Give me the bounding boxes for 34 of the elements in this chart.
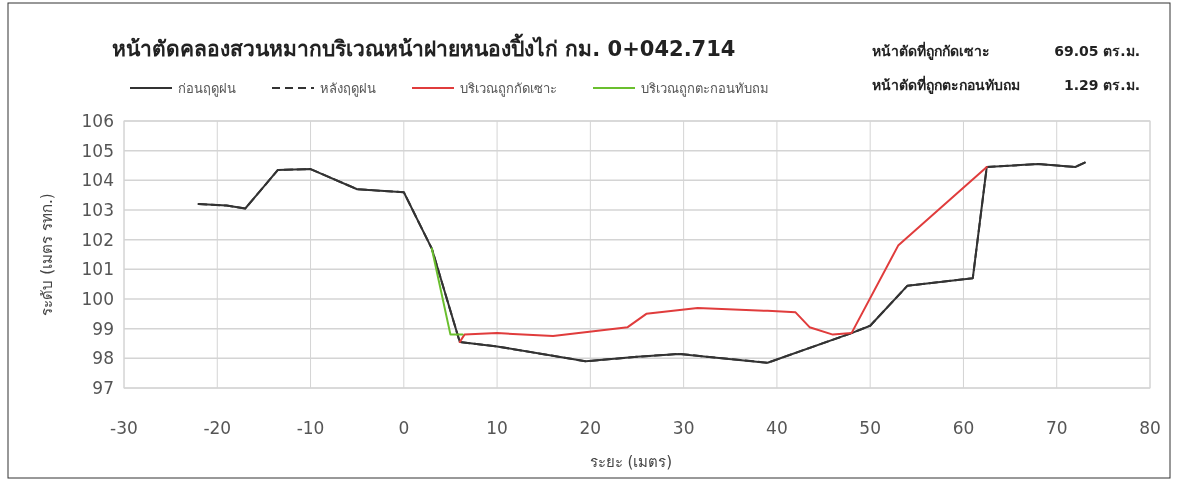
x-tick-label: 60 (952, 418, 975, 438)
y-tick-label: 101 (81, 259, 114, 280)
x-tick-label: 70 (1045, 418, 1068, 438)
x-tick-label: 50 (859, 418, 881, 438)
legend-label: บริเวณถูกตะกอนทับถม (641, 81, 769, 97)
legend-label: หลังฤดูฝน (320, 81, 376, 97)
y-tick-label: 99 (92, 318, 114, 339)
x-tick-label: 20 (579, 418, 602, 438)
line-series (458, 165, 988, 344)
legend-label: บริเวณถูกกัดเซาะ (460, 81, 557, 97)
y-tick-label: 97 (92, 378, 114, 398)
text: หน้าตัดที่ถูกตะกอนทับถม (872, 75, 1020, 94)
text: 1.29 ตร.ม. (1063, 77, 1140, 93)
y-axis-title: ระดับ (เมตร รทก.) (38, 193, 56, 316)
x-tick-label: 10 (486, 418, 508, 438)
x-tick-label: 80 (1139, 418, 1161, 438)
y-tick-label: 100 (81, 289, 114, 309)
x-tick-label: -30 (110, 418, 138, 438)
x-tick-label: 30 (672, 418, 695, 438)
x-tick-label: 40 (766, 418, 788, 438)
text: หน้าตัดที่ถูกกัดเซาะ (872, 41, 990, 60)
x-tick-label: -20 (203, 418, 232, 438)
x-axis-title: ระยะ (เมตร) (589, 453, 673, 471)
y-tick-label: 98 (92, 348, 114, 369)
text: 69.05 ตร.ม. (1054, 43, 1140, 59)
y-tick-label: 106 (81, 111, 114, 131)
y-tick-label: 105 (81, 140, 114, 161)
x-tick-label: -10 (296, 418, 325, 438)
y-tick-label: 104 (81, 170, 114, 191)
chart-title: หน้าตัดคลองสวนหมากบริเวณหน้าฝายหนองปิ้งไก่ กม. 0+042.714 (112, 33, 736, 61)
y-tick-label: 102 (81, 229, 114, 250)
x-tick-label: 0 (398, 418, 410, 438)
y-tick-label: 103 (81, 200, 114, 220)
legend-label: ก่อนฤดูฝน (178, 81, 236, 97)
